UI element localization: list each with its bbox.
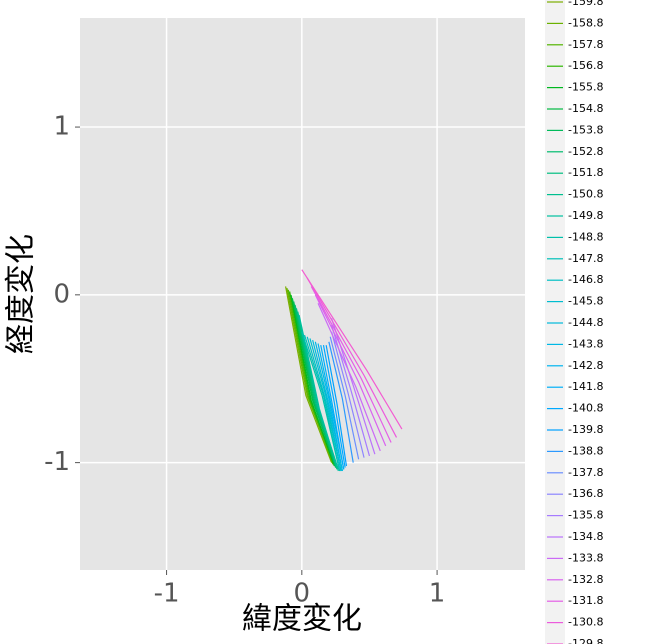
- legend-label: -149.8: [568, 209, 603, 222]
- series-line: [303, 334, 341, 472]
- series-line: [328, 341, 354, 463]
- legend-label: -156.8: [568, 59, 603, 72]
- y-tick-label: 0: [53, 279, 70, 309]
- legend-label: -131.8: [568, 594, 603, 607]
- series-line: [290, 294, 335, 467]
- series-line: [322, 345, 346, 468]
- series-line: [317, 302, 381, 452]
- y-tick-label: -1: [44, 447, 70, 477]
- legend-label: -129.8: [568, 637, 603, 644]
- series-line: [301, 269, 403, 430]
- legend-label: -138.8: [568, 444, 603, 457]
- legend-label: -137.8: [568, 466, 603, 479]
- x-tick-label: -1: [154, 579, 180, 609]
- legend-label: -136.8: [568, 487, 603, 500]
- legend-label: -145.8: [568, 295, 603, 308]
- legend-label: -143.8: [568, 337, 603, 350]
- legend-label: -151.8: [568, 166, 603, 179]
- legend-label: -133.8: [568, 551, 603, 564]
- legend-label: -134.8: [568, 530, 603, 543]
- series-line: [285, 286, 333, 463]
- legend-label: -146.8: [568, 273, 603, 286]
- series-line: [309, 338, 342, 472]
- legend-keys: [545, 0, 565, 644]
- legend-label: -155.8: [568, 81, 603, 94]
- legend-label: -139.8: [568, 423, 603, 436]
- y-axis-title: 経度変化: [4, 234, 39, 354]
- x-tick-label: 0: [294, 579, 311, 609]
- series-line: [293, 301, 337, 468]
- legend-label: -158.8: [568, 16, 603, 29]
- series-line: [320, 345, 345, 470]
- legend-label: -150.8: [568, 188, 603, 201]
- legend-label: -144.8: [568, 316, 603, 329]
- x-axis-title: 緯度変化: [242, 602, 362, 637]
- x-tick-label: 1: [429, 579, 446, 609]
- series-line: [287, 289, 334, 465]
- y-tick-label: 1: [53, 112, 70, 142]
- legend-label: -159.8: [568, 0, 603, 8]
- legend-label: -148.8: [568, 230, 603, 243]
- series-line: [329, 336, 360, 460]
- legend-label: -147.8: [568, 252, 603, 265]
- series-line: [295, 308, 338, 470]
- legend-label: -135.8: [568, 509, 603, 522]
- series-line: [331, 318, 376, 455]
- legend-label: -154.8: [568, 102, 603, 115]
- legend-label: -152.8: [568, 145, 603, 158]
- legend-label: -157.8: [568, 38, 603, 51]
- legend-label: -132.8: [568, 573, 603, 586]
- series-line: [325, 345, 348, 467]
- series-line: [331, 331, 365, 458]
- legend-label: -141.8: [568, 380, 603, 393]
- legend-label: -140.8: [568, 402, 603, 415]
- series-line: [314, 294, 387, 447]
- series-line: [314, 341, 343, 472]
- legend-label: -142.8: [568, 359, 603, 372]
- legend-label: -130.8: [568, 616, 603, 629]
- series-line: [310, 286, 392, 443]
- series-line: [306, 277, 398, 438]
- legend-label: -153.8: [568, 123, 603, 136]
